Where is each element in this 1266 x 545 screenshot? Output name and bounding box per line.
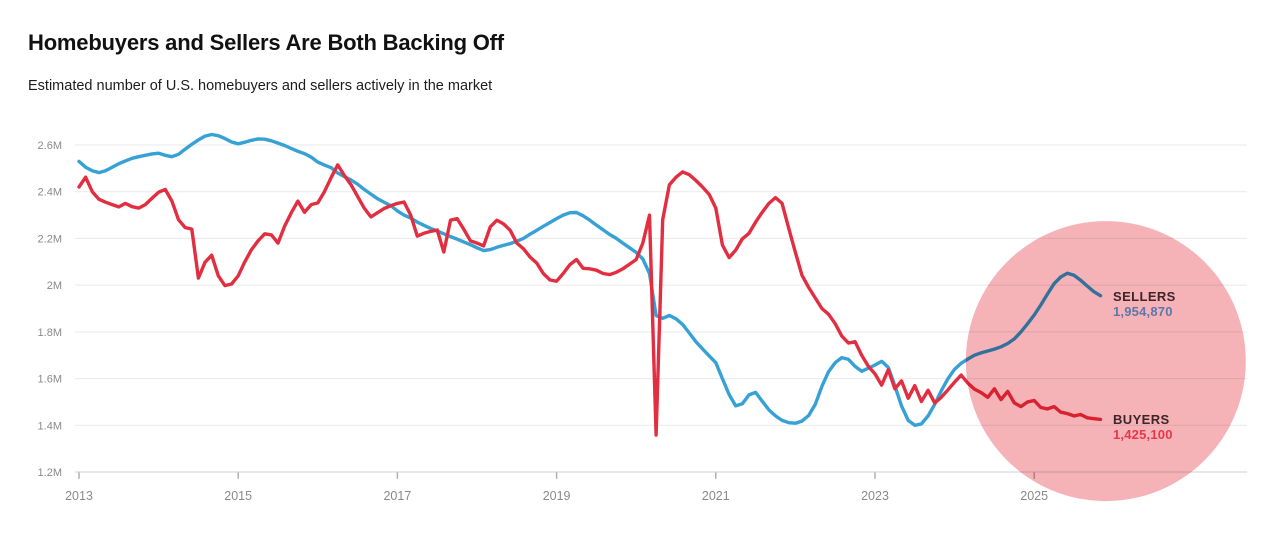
y-tick-label: 1.2M bbox=[38, 467, 62, 479]
chart-subtitle: Estimated number of U.S. homebuyers and … bbox=[28, 78, 493, 94]
x-tick-label: 2015 bbox=[224, 489, 252, 503]
y-tick-label: 2.6M bbox=[38, 140, 62, 152]
y-tick-label: 1.4M bbox=[38, 420, 62, 432]
buyers-end-label: BUYERS 1,425,100 bbox=[1113, 412, 1173, 442]
y-tick-label: 1.8M bbox=[38, 327, 62, 339]
y-tick-label: 1.6M bbox=[38, 374, 62, 386]
sellers-end-value: 1,954,870 bbox=[1113, 304, 1173, 319]
sellers-series-name: SELLERS bbox=[1113, 289, 1176, 304]
x-tick-label: 2023 bbox=[861, 489, 889, 503]
x-tick-label: 2019 bbox=[543, 489, 571, 503]
highlight-circle bbox=[965, 221, 1246, 502]
y-tick-label: 2.2M bbox=[38, 233, 62, 245]
sellers-end-label: SELLERS 1,954,870 bbox=[1113, 289, 1176, 319]
y-tick-label: 2M bbox=[47, 280, 62, 292]
x-tick-label: 2017 bbox=[383, 489, 411, 503]
buyers-end-value: 1,425,100 bbox=[1113, 427, 1173, 442]
y-tick-label: 2.4M bbox=[38, 187, 62, 199]
x-tick-label: 2025 bbox=[1020, 489, 1048, 503]
buyers-line bbox=[77, 163, 1103, 437]
sellers-line bbox=[77, 132, 1103, 427]
x-tick-label: 2013 bbox=[65, 489, 93, 503]
chart-title: Homebuyers and Sellers Are Both Backing … bbox=[28, 30, 504, 55]
x-tick-label: 2021 bbox=[702, 489, 730, 503]
buyers-series-name: BUYERS bbox=[1113, 412, 1170, 427]
